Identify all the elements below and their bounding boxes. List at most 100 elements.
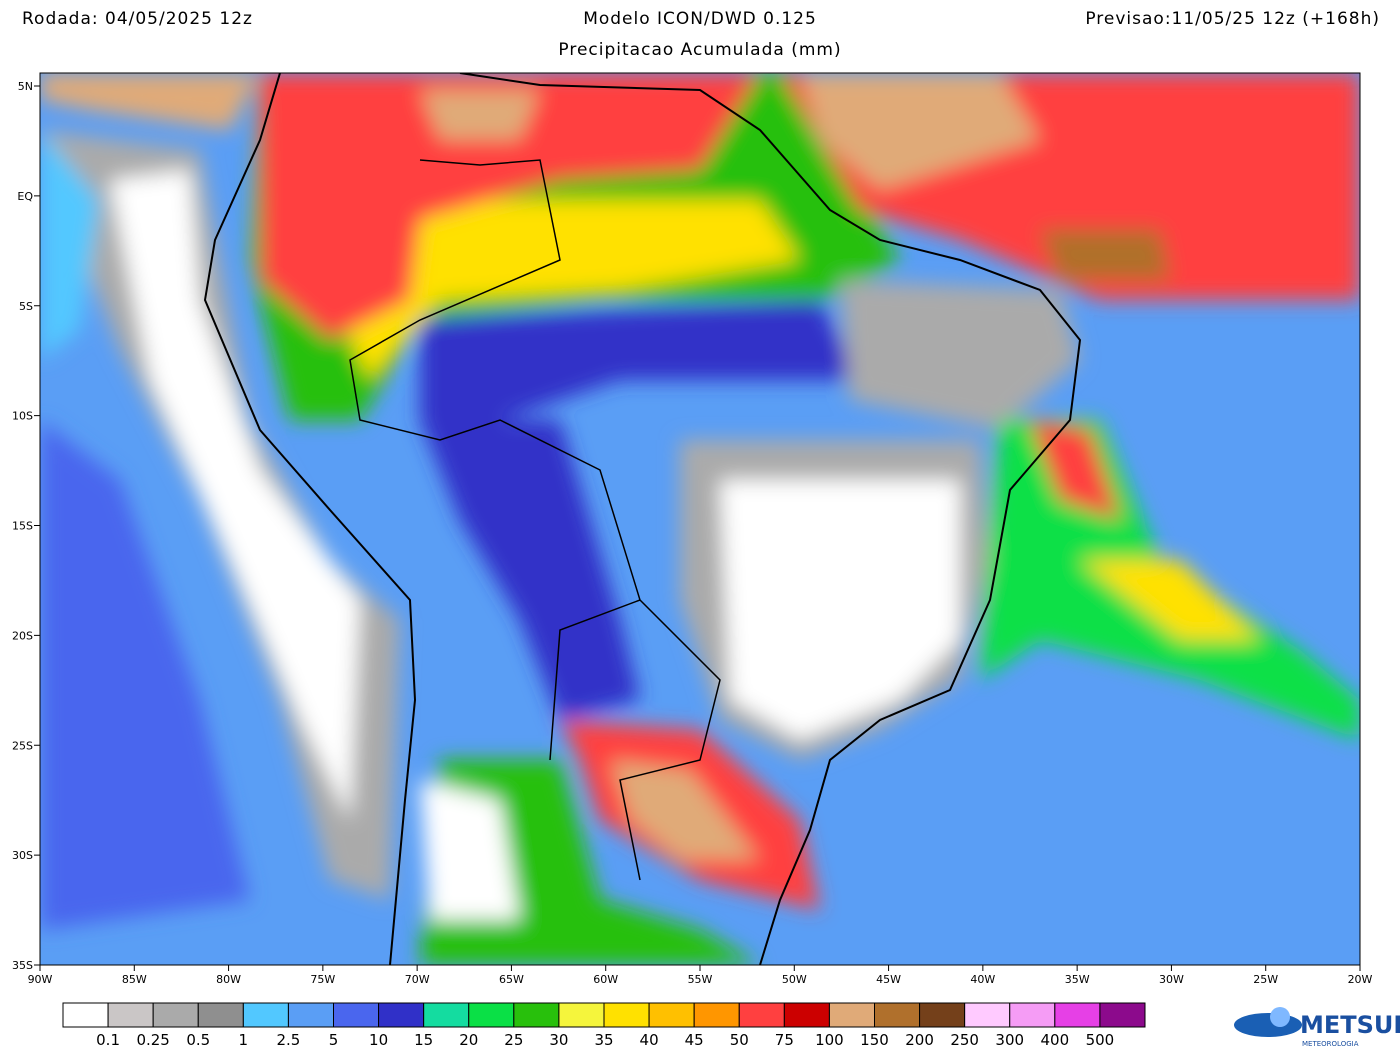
lat-label: 5N — [18, 80, 33, 93]
legend-label: 25 — [504, 1031, 523, 1049]
legend-label: 0.1 — [96, 1031, 120, 1049]
area — [1040, 230, 1170, 280]
run-time: Rodada: 04/05/2025 12z — [22, 9, 253, 29]
lon-label: 20W — [1348, 973, 1373, 986]
lat-label: 5S — [19, 300, 33, 313]
area — [800, 73, 1040, 190]
logo-subtitle: METEOROLOGIA — [1302, 1040, 1359, 1048]
legend-swatch — [874, 1002, 921, 1028]
legend-swatch — [648, 1002, 695, 1028]
logo: METSUL METEOROLOGIA — [1234, 1007, 1400, 1048]
legend-swatch — [1099, 1002, 1146, 1028]
legend-label: 300 — [995, 1031, 1024, 1049]
map-field — [40, 73, 1360, 965]
legend-swatch — [107, 1002, 154, 1028]
legend-label: 400 — [1041, 1031, 1070, 1049]
legend-label: 15 — [414, 1031, 433, 1049]
model-title: Modelo ICON/DWD 0.125 — [583, 9, 817, 29]
lon-label: 60W — [593, 973, 618, 986]
legend-swatch — [242, 1002, 289, 1028]
area — [1030, 420, 1120, 520]
lon-label: 75W — [310, 973, 335, 986]
legend-label: 200 — [905, 1031, 934, 1049]
lon-label: 40W — [970, 973, 995, 986]
legend-label: 50 — [730, 1031, 749, 1049]
legend-swatch — [287, 1002, 334, 1028]
legend-swatch — [738, 1002, 785, 1028]
lat-label: 25S — [12, 739, 33, 752]
subtitle: Precipitacao Acumulada (mm) — [558, 40, 841, 60]
area — [40, 420, 250, 930]
lat-label: 10S — [12, 410, 33, 423]
area — [610, 760, 760, 860]
borders — [349, 159, 721, 881]
area — [840, 280, 1080, 430]
legend-label: 75 — [775, 1031, 794, 1049]
legend-swatch — [1054, 1002, 1101, 1028]
area — [260, 73, 760, 340]
legend-label: 1 — [239, 1031, 249, 1049]
legend-label: 20 — [459, 1031, 478, 1049]
area — [110, 170, 360, 820]
legend-swatch — [197, 1002, 244, 1028]
legend-swatch — [423, 1002, 470, 1028]
legend-swatch — [152, 1002, 199, 1028]
legend-label: 0.25 — [136, 1031, 169, 1049]
area — [420, 90, 540, 140]
legend-swatch — [828, 1002, 876, 1028]
lon-label: 35W — [1065, 973, 1090, 986]
area — [420, 300, 860, 420]
lon-label: 85W — [122, 973, 147, 986]
legend-label: 10 — [369, 1031, 388, 1049]
legend-swatch — [513, 1002, 560, 1028]
area — [330, 200, 800, 380]
precip-areas — [40, 73, 1360, 965]
lon-label: 25W — [1253, 973, 1278, 986]
area — [1080, 560, 1260, 640]
legend-label: 250 — [950, 1031, 979, 1049]
lon-label: 30W — [1159, 973, 1184, 986]
area — [720, 480, 960, 740]
lat-label: 30S — [12, 849, 33, 862]
lat-label: 15S — [12, 520, 33, 533]
legend-swatch — [783, 1002, 830, 1028]
lon-label: 70W — [405, 973, 430, 986]
legend-swatch — [468, 1002, 515, 1028]
legend-label: 500 — [1086, 1031, 1115, 1049]
logo-name: METSUL — [1300, 1011, 1400, 1039]
lat-label: 35S — [12, 959, 33, 972]
logo-icon — [1234, 1013, 1302, 1037]
area — [40, 130, 100, 360]
lon-label: 80W — [216, 973, 241, 986]
legend-label: 0.5 — [186, 1031, 210, 1049]
legend-swatch — [1009, 1002, 1056, 1028]
legend-label: 100 — [815, 1031, 844, 1049]
forecast-time: Previsao:11/05/25 12z (+168h) — [1085, 9, 1380, 29]
lon-label: 90W — [28, 973, 53, 986]
legend-swatch — [378, 1002, 425, 1028]
legend-label: 45 — [685, 1031, 704, 1049]
legend-label: 35 — [594, 1031, 613, 1049]
legend-swatch — [964, 1002, 1011, 1028]
legend-swatch — [333, 1002, 380, 1028]
lon-label: 65W — [499, 973, 524, 986]
legend-swatch — [603, 1002, 650, 1028]
legend: 0.1 0.25 0.5 1 2.5 5 10 15 20 25 30 35 40 45 50 75 100 15… — [62, 1002, 1146, 1049]
lat-label: EQ — [17, 190, 33, 203]
legend-label: 40 — [640, 1031, 659, 1049]
area — [40, 73, 260, 130]
lon-label: 45W — [876, 973, 901, 986]
logo-icon — [1270, 1007, 1290, 1027]
lon-label: 55W — [688, 973, 713, 986]
legend-label: 5 — [329, 1031, 339, 1049]
legend-swatch — [62, 1002, 109, 1028]
legend-swatch — [919, 1002, 966, 1028]
legend-swatch — [558, 1002, 605, 1028]
lat-label: 20S — [12, 629, 33, 642]
area — [420, 420, 640, 720]
coastline — [203, 73, 1082, 965]
legend-label: 2.5 — [276, 1031, 300, 1049]
lon-label: 50W — [782, 973, 807, 986]
